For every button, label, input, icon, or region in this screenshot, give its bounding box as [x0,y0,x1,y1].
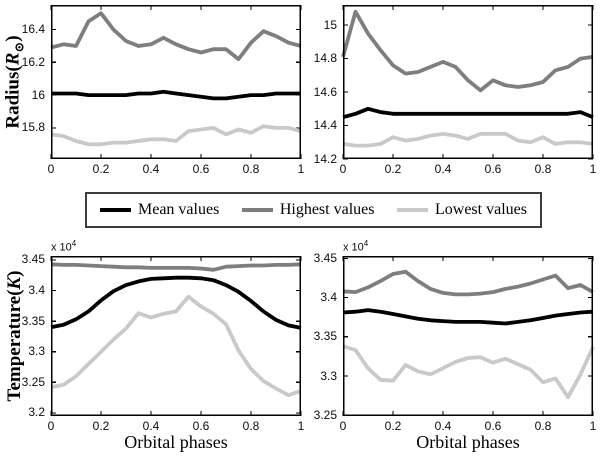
y-tick-label: 16.4 [21,22,45,37]
x-tick-label: 0 [47,419,55,433]
x-tick-label: 0.4 [434,419,452,433]
axis-exponent-label: x 104 [343,239,369,254]
y-tick-label: 14.6 [313,84,337,99]
lowest-line-swatch [397,208,428,212]
x-tick-label: 0.2 [92,162,110,176]
series-line-lowest [342,344,595,400]
y-tick-label: 14.8 [313,51,337,66]
tick-marks [50,256,302,416]
legend-item-highest: Highest values [241,201,375,219]
mean-line-swatch [100,208,131,212]
x-axis-label-left: Orbital phases [124,432,228,452]
ylabel-radius-post: ) [2,35,24,42]
x-tick-label: 0.8 [534,419,552,433]
series-line-mean [342,106,594,120]
x-tick-label: 0.6 [192,162,210,176]
tick-marks [50,5,302,159]
series-line-highest [341,9,594,93]
y-tick-label: 3.25 [21,374,45,389]
subplot-radius-secondary: 0 0.2 0.4 0.6 0.8 1 14.2 14.4 14.6 14.8 15 [314,5,596,176]
axes-temperature-primary [50,256,302,416]
y-tick-label: 14.4 [313,118,337,133]
x-tick-label: 0.2 [384,162,402,176]
axes-border [51,256,301,416]
x-axis-label-right: Orbital phases [416,432,520,452]
y-tick-label: 3.3 [28,344,45,359]
highest-line-swatch [241,208,273,212]
ylabel-temp-post: ) [4,270,25,277]
odot-symbol: ⊙ [11,41,27,53]
legend-item-lowest: Lowest values [397,201,527,219]
y-tick-label: 3.35 [21,313,45,328]
x-tick-label: 0.8 [242,419,260,433]
x-tick-label: 0.6 [484,419,502,433]
y-tick-label: 3.45 [313,250,337,265]
y-tick-label: 3.4 [28,283,45,298]
y-tick-label: 3.4 [320,290,337,305]
axes-border [343,5,593,159]
x-tick-label: 0.4 [142,419,160,433]
x-tick-label: 1 [589,419,597,433]
legend: Mean values Highest values Lowest values [85,192,542,228]
y-tick-label: 3.3 [320,368,337,383]
y-tick-label: 16.2 [21,54,45,69]
legend-label-mean: Mean values [138,201,220,218]
x-tick-label: 0.2 [384,419,402,433]
y-tick-label: 15.8 [21,120,45,135]
x-tick-label: 0 [47,162,55,176]
series-line-highest [50,11,302,61]
x-tick-label: 0.6 [192,419,210,433]
axes-radius-primary [50,5,302,159]
y-axis-label-radius: Radius(R⊙) [3,35,28,128]
axes-radius-secondary [341,5,594,160]
series-line-highest [50,262,302,272]
subplot-temperature-secondary: 0 0.2 0.4 0.6 0.8 1 3.25 3.3 3.35 3.4 3.45 x 104 [314,239,597,433]
y-tick-label: 15 [323,17,337,32]
series-line-mean [50,275,302,330]
subplot-temperature-primary: 0 0.2 0.4 0.6 0.8 1 3.2 3.25 3.3 3.35 3.4 3.45 x 104 [22,239,305,433]
y-tick-label: 16 [31,87,45,102]
x-tick-label: 1 [297,162,305,176]
axis-exponent-label: x 104 [51,239,77,254]
x-tick-label: 0.8 [242,162,260,176]
x-tick-label: 0.6 [484,162,502,176]
x-tick-label: 0.4 [434,162,452,176]
y-tick-label: 14.2 [313,151,337,166]
x-tick-label: 1 [297,419,305,433]
series-line-mean [51,89,301,101]
series-line-lowest [342,131,594,148]
y-tick-label: 3.25 [313,407,337,422]
subplot-radius-primary: 0 0.2 0.4 0.6 0.8 1 15.8 16 16.2 16.4 [22,5,304,176]
series-line-highest [342,269,594,297]
axes-border [343,256,593,416]
legend-label-highest: Highest values [279,201,375,218]
x-tick-label: 0.8 [534,162,552,176]
legend-item-mean: Mean values [100,201,219,219]
y-tick-label: 3.2 [28,405,45,420]
axes-temperature-secondary [342,256,595,416]
x-tick-label: 0.2 [92,419,110,433]
x-tick-label: 0 [339,419,347,433]
y-tick-label: 3.45 [21,252,45,267]
axes-border [51,5,301,159]
x-tick-label: 0.4 [142,162,160,176]
x-tick-label: 1 [589,162,597,176]
legend-label-lowest: Lowest values [435,201,527,218]
series-line-mean [342,308,594,326]
y-tick-label: 3.35 [313,329,337,344]
series-line-lowest [50,294,302,398]
series-line-lowest [50,124,302,147]
x-tick-label: 0 [339,162,347,176]
